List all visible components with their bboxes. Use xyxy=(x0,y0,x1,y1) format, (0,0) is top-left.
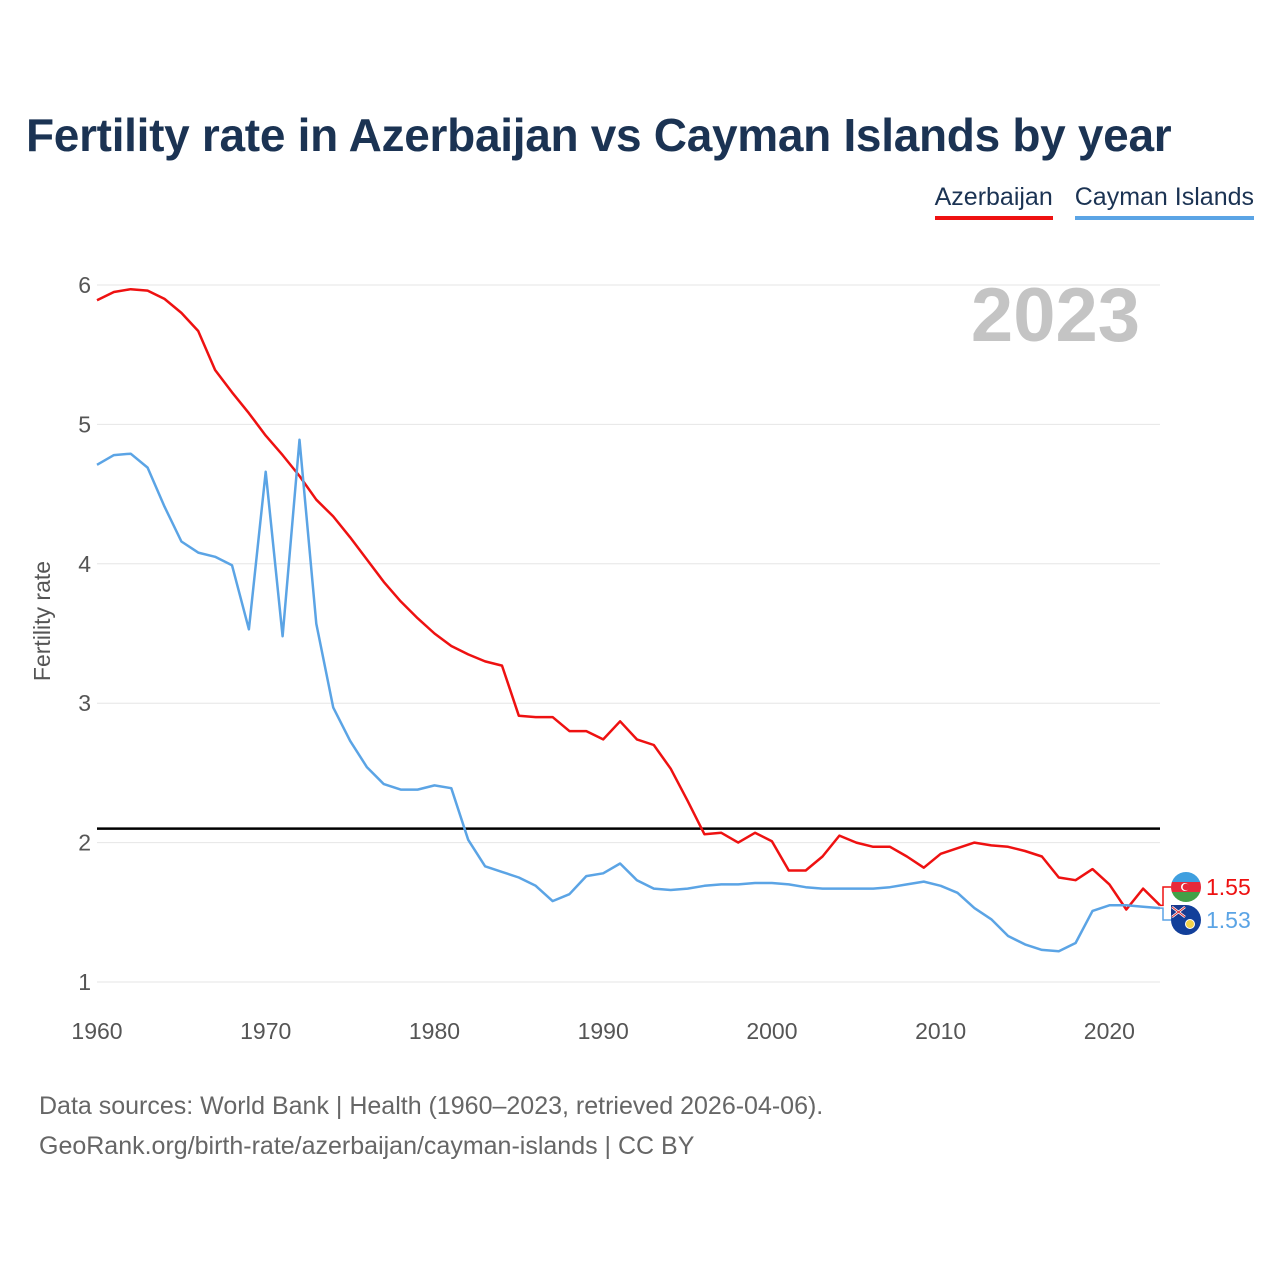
x-tick-label-1980: 1980 xyxy=(409,1018,460,1044)
y-tick-label-1: 1 xyxy=(78,969,91,995)
source-note: Data sources: World Bank | Health (1960–… xyxy=(39,1092,824,1120)
y-tick-label-3: 3 xyxy=(78,690,91,716)
y-axis-title: Fertility rate xyxy=(29,561,55,681)
chart-title: Fertility rate in Azerbaijan vs Cayman I… xyxy=(26,109,1172,161)
y-tick-label-5: 5 xyxy=(78,411,91,437)
x-tick-label-1970: 1970 xyxy=(240,1018,291,1044)
legend-item-cayman-islands[interactable]: Cayman Islands xyxy=(1074,183,1254,220)
end-value-label-azerbaijan: 1.55 xyxy=(1206,874,1251,900)
x-tick-label-2000: 2000 xyxy=(746,1018,797,1044)
y-tick-label-2: 2 xyxy=(78,830,91,856)
series-line-cayman-islands xyxy=(96,438,1161,953)
y-tick-label-6: 6 xyxy=(78,272,91,298)
legend-item-azerbaijan[interactable]: Azerbaijan xyxy=(934,183,1053,220)
x-tick-label-2010: 2010 xyxy=(915,1018,966,1044)
x-tick-label-1960: 1960 xyxy=(71,1018,122,1044)
chart-legend: Azerbaijan Cayman Islands xyxy=(934,183,1254,220)
y-tick-label-4: 4 xyxy=(78,551,91,577)
cayman-islands-flag-icon xyxy=(1171,905,1201,935)
x-tick-label-1990: 1990 xyxy=(578,1018,629,1044)
leader-line-azerbaijan xyxy=(1160,886,1171,907)
azerbaijan-flag-icon xyxy=(1171,872,1201,902)
leader-line-cayman-islands xyxy=(1160,907,1171,921)
credit-note: GeoRank.org/birth-rate/azerbaijan/cayman… xyxy=(39,1132,695,1160)
series-line-azerbaijan xyxy=(96,287,1161,911)
year-watermark: 2023 xyxy=(971,273,1140,358)
x-tick-label-2020: 2020 xyxy=(1084,1018,1135,1044)
footer: Data sources: World Bank | Health (1960–… xyxy=(39,1086,823,1166)
end-value-label-cayman-islands: 1.53 xyxy=(1206,907,1251,933)
